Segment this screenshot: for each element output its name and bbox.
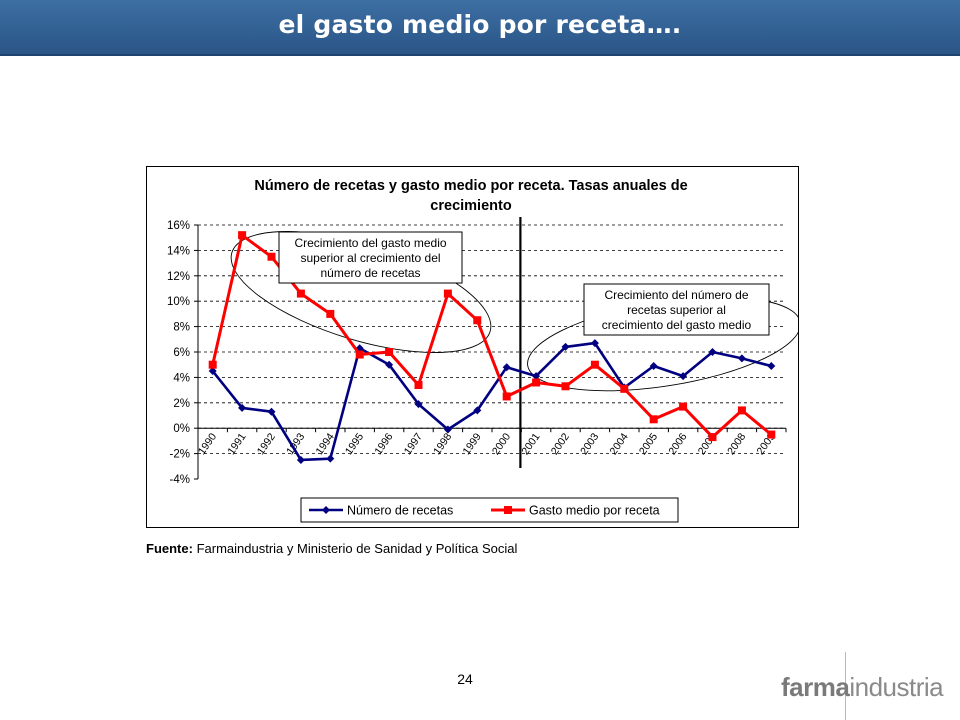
legend-label-2: Gasto medio por receta [529,504,660,518]
slide-title: el gasto medio por receta…. [278,10,682,39]
annotation-text-2: Crecimiento del número de [604,288,748,302]
annotation-text-2: recetas superior al [627,303,726,317]
source-label: Fuente: [146,541,193,556]
annotation-text-1: superior al crecimiento del [300,251,440,265]
chart-title-line: Número de recetas y gasto medio por rece… [254,178,687,194]
line-chart: Número de recetas y gasto medio por rece… [146,166,799,528]
annotation-text-2: crecimiento del gasto medio [602,318,752,332]
slide-header: el gasto medio por receta…. [0,0,960,56]
annotation-text-1: Crecimiento del gasto medio [294,236,446,250]
series-2-point [767,430,776,439]
series-2-point [355,350,364,359]
series-2-point [414,381,423,390]
series-2-point [385,348,394,356]
series-2-point [473,316,482,325]
series-2-point [238,231,247,240]
series-1-point [502,363,511,372]
series-2-point [561,382,570,391]
series-line-2 [211,233,773,439]
source-note: Fuente: Farmaindustria y Ministerio de S… [146,541,517,556]
series-2-point [326,309,335,318]
series-1-point [443,425,452,434]
series-1-point [590,339,599,348]
y-tick-label: 6% [173,347,190,359]
series-2-point [296,289,305,298]
chart-title-line: crecimiento [430,198,512,214]
page-number: 24 [457,671,473,687]
y-tick-label: 8% [173,322,190,334]
series-1-point [296,455,305,464]
series-2-point [502,392,511,401]
y-tick-label: 12% [167,271,190,283]
annotation-box-2 [583,283,770,336]
logo-part-2: industria [849,672,944,702]
logo-divider [845,652,846,720]
series-1-point [679,372,688,381]
series-2-point [708,433,717,442]
series-2-point [679,402,688,411]
series-line-1 [211,341,772,462]
farmaindustria-logo: farmaindustria [781,672,944,703]
series-1-point [473,406,482,415]
y-tick-label: 4% [173,372,190,384]
series-1-point [561,342,570,351]
series-2-point [590,360,599,369]
y-tick-label: 16% [167,220,190,232]
y-tick-label: -4% [170,474,190,486]
series-1-point [238,403,247,412]
source-text: Farmaindustria y Ministerio de Sanidad y… [196,541,518,556]
series-1-point [737,354,746,363]
series-2-point [208,360,217,369]
series-2-point [649,415,658,424]
series-2-point [267,252,276,261]
legend-label-1: Número de recetas [347,504,453,518]
series-1-point [267,407,276,416]
y-tick-label: 0% [173,423,190,435]
annotation-box-1 [278,231,463,284]
series-1-point [208,367,217,376]
legend-marker-2 [504,506,512,514]
series-1-point [385,360,394,369]
series-1-point [414,400,423,409]
series-2-point [737,406,746,415]
y-tick-label: -2% [170,449,190,461]
series-1-point [708,348,717,356]
y-tick-label: 14% [167,245,190,257]
legend-marker-1 [322,506,330,514]
logo-part-1: farma [781,672,850,702]
y-tick-label: 2% [173,398,190,410]
legend-box [300,497,679,523]
y-tick-label: 10% [167,296,190,308]
series-2-point [443,289,452,298]
series-1-point [326,454,335,463]
series-2-point [620,384,629,393]
series-1-point [649,361,658,370]
annotation-text-1: número de recetas [320,266,420,280]
series-1-point [767,361,776,370]
series-2-point [532,378,541,387]
series-1-point [532,372,541,381]
